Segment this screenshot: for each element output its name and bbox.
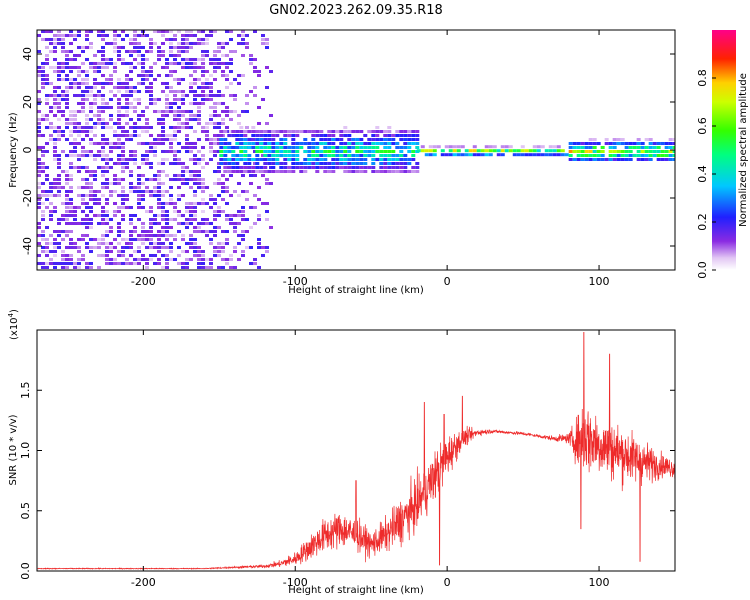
colorbar-tick-label: 0.4: [696, 165, 709, 183]
snr-line: [37, 332, 675, 570]
snr-ticks: -200 -100 0 100 0.0 0.5 1.0 1.5: [19, 330, 675, 589]
colorbar-tick-label: 0.6: [696, 117, 709, 135]
spectrogram-ytick-label: -40: [21, 237, 34, 255]
spectrogram-ytick-label: 40: [21, 47, 34, 61]
spectrogram-xtick-label: -200: [131, 275, 156, 288]
spectrogram-ylabel: Frequency (Hz): [8, 112, 19, 188]
colorbar: 0.0 0.2 0.4 0.6 0.8 Normalized spectral ampl…: [696, 30, 749, 279]
snr-ytick-label: 1.0: [19, 442, 32, 460]
snr-ytick-label: 0.5: [19, 502, 32, 520]
spectrogram-ytick-label: -20: [21, 189, 34, 207]
snr-panel: -200 -100 0 100 0.0 0.5 1.0 1.5 Height of strai…: [7, 309, 676, 596]
snr-xtick-label: -100: [283, 576, 308, 589]
snr-ytick-label: 1.5: [19, 382, 32, 400]
colorbar-label: Normalized spectral amplitude: [738, 73, 749, 227]
figure-title: GN02.2023.262.09.35.R18: [269, 3, 443, 18]
snr-xtick-label: 100: [589, 576, 610, 589]
snr-xlabel: Height of straight line (km): [288, 585, 424, 596]
colorbar-tick-label: 0.2: [696, 213, 709, 231]
colorbar-tick-label: 0.0: [696, 261, 709, 279]
snr-ytick-label: 0.0: [19, 562, 32, 580]
snr-scale-label: (x104): [7, 309, 20, 340]
snr-xtick-label: 0: [444, 576, 451, 589]
spectrogram-xtick-label: 0: [444, 275, 451, 288]
spectrogram-ytick-label: 20: [21, 95, 34, 109]
colorbar-gradient: [712, 30, 736, 270]
spectrogram-heatmap: [37, 30, 675, 269]
spectrogram-xtick-label: -100: [283, 275, 308, 288]
spectrogram-xtick-label: 100: [589, 275, 610, 288]
colorbar-ticks: 0.0 0.2 0.4 0.6 0.8: [696, 69, 716, 279]
colorbar-tick-label: 0.8: [696, 69, 709, 87]
snr-xtick-label: -200: [131, 576, 156, 589]
spectrogram-xlabel: Height of straight line (km): [288, 285, 424, 296]
spectrogram-ytick-label: 0: [21, 147, 34, 154]
snr-ylabel: SNR (10 * v/v): [8, 414, 19, 485]
